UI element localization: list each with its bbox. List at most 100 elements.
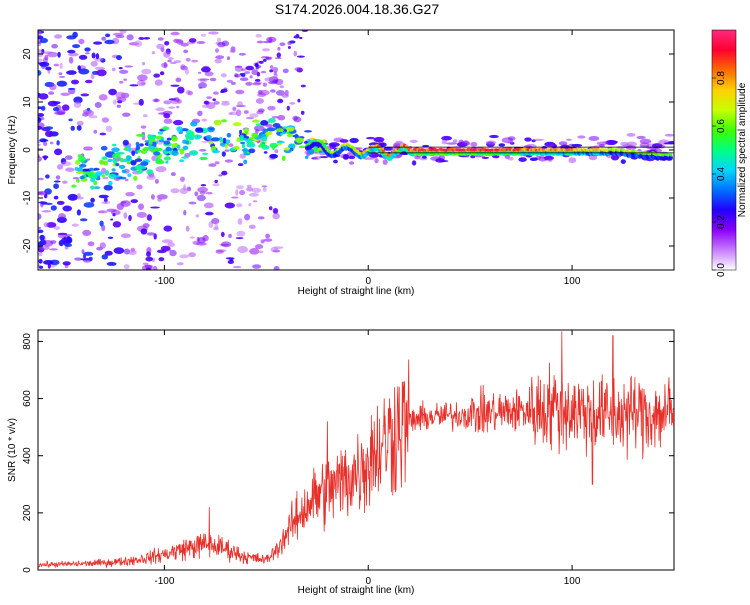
spectrogram-noise-blob: [170, 172, 176, 177]
spectrogram-ytick-label: -10: [22, 190, 33, 205]
spectrogram-halo-blob: [485, 140, 497, 145]
spectrogram-noise-blob: [159, 71, 165, 76]
spectrogram-noise-blob: [263, 40, 271, 44]
spectrogram-core-blob: [208, 127, 215, 131]
spectrogram-core-blob: [286, 126, 295, 132]
spectrogram-noise-blob: [62, 205, 72, 212]
spectrogram-halo-blob: [620, 159, 626, 165]
spectrogram-noise-blob: [116, 55, 122, 61]
spectrogram-noise-blob: [173, 119, 184, 126]
spectrogram-noise-blob: [136, 211, 147, 218]
spectrogram-core-blob: [176, 126, 183, 132]
spectrogram-noise-blob: [237, 246, 249, 253]
spectrogram-noise-blob: [85, 110, 95, 117]
spectrogram-core-blob: [226, 132, 232, 138]
spectrogram-noise-blob: [208, 163, 217, 167]
spectrogram-core-blob: [165, 160, 169, 164]
snr-axes: -100 0 100 0 200 400 600 800: [22, 330, 674, 587]
spectrogram-core-blob: [272, 123, 281, 128]
spectrogram-halo-blob: [319, 152, 327, 156]
spectrogram-ridge-cell: [668, 153, 673, 157]
spectrogram-noise-blob: [101, 167, 107, 175]
snr-ylabel: SNR (10 * v/v): [7, 418, 18, 482]
spectrogram-core-blob: [240, 141, 246, 145]
spectrogram-noise-blob: [161, 62, 168, 68]
spectrogram-noise-blob: [70, 125, 75, 131]
spectrogram-noise-blob: [45, 66, 52, 71]
spectrogram-noise-blob: [93, 129, 98, 134]
spectrogram-noise-blob: [188, 38, 197, 43]
colorbar-gradient: [711, 29, 737, 271]
spectrogram-noise-blob: [277, 114, 286, 121]
spectrogram-core-blob: [185, 135, 189, 141]
spectrogram-noise-blob: [229, 49, 236, 53]
spectrogram-core-blob: [112, 175, 122, 178]
spectrogram-noise-blob: [123, 212, 128, 219]
spectrogram-halo-blob: [342, 154, 349, 160]
spectrogram-halo-blob: [348, 155, 356, 160]
spectrogram-halo-blob: [548, 158, 553, 162]
spectrogram-core-blob: [75, 160, 81, 165]
spectrogram-noise-blob: [179, 254, 190, 259]
spectrogram-halo-blob: [366, 136, 375, 140]
spectrogram-core-blob: [191, 131, 195, 138]
spectrogram-noise-blob: [156, 43, 165, 50]
spectrogram-noise-blob: [58, 72, 63, 76]
spectrogram-noise-blob: [262, 48, 270, 52]
spectrogram-core-blob: [295, 137, 304, 143]
spectrogram-noise-blob: [188, 252, 196, 258]
spectrogram-noise-blob: [263, 238, 273, 242]
spectrogram-noise-blob: [38, 201, 48, 204]
spectrogram-noise-blob: [251, 69, 259, 76]
spectrogram-noise-blob: [163, 225, 173, 232]
spectrogram-noise-blob: [244, 213, 251, 221]
spectrogram-noise-blob: [163, 51, 171, 58]
spectrogram-streak-blob: [241, 74, 246, 77]
spectrogram-halo-blob: [626, 145, 637, 151]
spectrogram-noise-blob: [237, 101, 243, 107]
spectrogram-noise-blob: [211, 218, 220, 225]
spectrogram-noise-blob: [201, 104, 209, 108]
spectrogram-noise-blob: [47, 100, 59, 107]
spectrogram-noise-blob: [98, 210, 105, 214]
spectrogram-noise-blob: [90, 60, 98, 67]
spectrogram-core-blob: [143, 146, 151, 152]
spectrogram-noise-blob: [76, 125, 82, 131]
snr-ytick-label: 400: [22, 447, 33, 464]
spectrogram-noise-blob: [53, 180, 61, 183]
spectrogram-noise-blob: [160, 245, 171, 251]
snr-xtick-label: -100: [154, 576, 174, 587]
spectrogram-noise-blob: [168, 57, 174, 60]
spectrogram-noise-blob: [293, 116, 302, 123]
spectrogram-noise-blob: [185, 57, 191, 62]
spectrogram-noise-blob: [245, 65, 255, 71]
colorbar-tick-label: 0.8: [716, 71, 727, 85]
spectrogram-core-blob: [165, 146, 172, 152]
spectrogram-noise-blob: [256, 40, 264, 44]
spectrogram-core-blob: [275, 128, 284, 133]
spectrogram-core-blob: [286, 133, 294, 138]
spectrogram-noise-blob: [218, 174, 223, 177]
spectrogram-noise-blob: [245, 81, 253, 86]
spectrogram-noise-blob: [196, 194, 206, 202]
spectrogram-core-blob: [205, 134, 212, 141]
spectrogram-core-blob: [176, 144, 181, 149]
spectrogram-noise-blob: [255, 244, 264, 250]
spectrogram-core-blob: [120, 157, 124, 163]
spectrogram-core-blob: [102, 160, 108, 166]
spectrogram-halo-blob: [373, 136, 385, 143]
spectrogram-noise-blob: [196, 41, 206, 44]
spectrogram-noise-blob: [38, 156, 43, 162]
spectrogram-noise-blob: [68, 56, 74, 64]
spectrogram-ytick-label: -20: [22, 238, 33, 253]
spectrogram-halo-blob: [446, 142, 458, 145]
spectrogram-noise-blob: [276, 52, 281, 58]
spectrogram-noise-blob: [183, 184, 187, 191]
spectrogram-core-blob: [208, 141, 214, 145]
spectrogram-noise-blob: [157, 197, 162, 202]
spectrogram-halo-blob: [463, 140, 470, 146]
spectrogram-core-blob: [151, 138, 156, 142]
spectrogram-core-blob: [252, 119, 260, 123]
spectrogram-core-blob: [211, 150, 220, 154]
colorbar: 0.0 0.2 0.4 0.6 0.8 Normalized spectral ampl…: [711, 29, 748, 277]
